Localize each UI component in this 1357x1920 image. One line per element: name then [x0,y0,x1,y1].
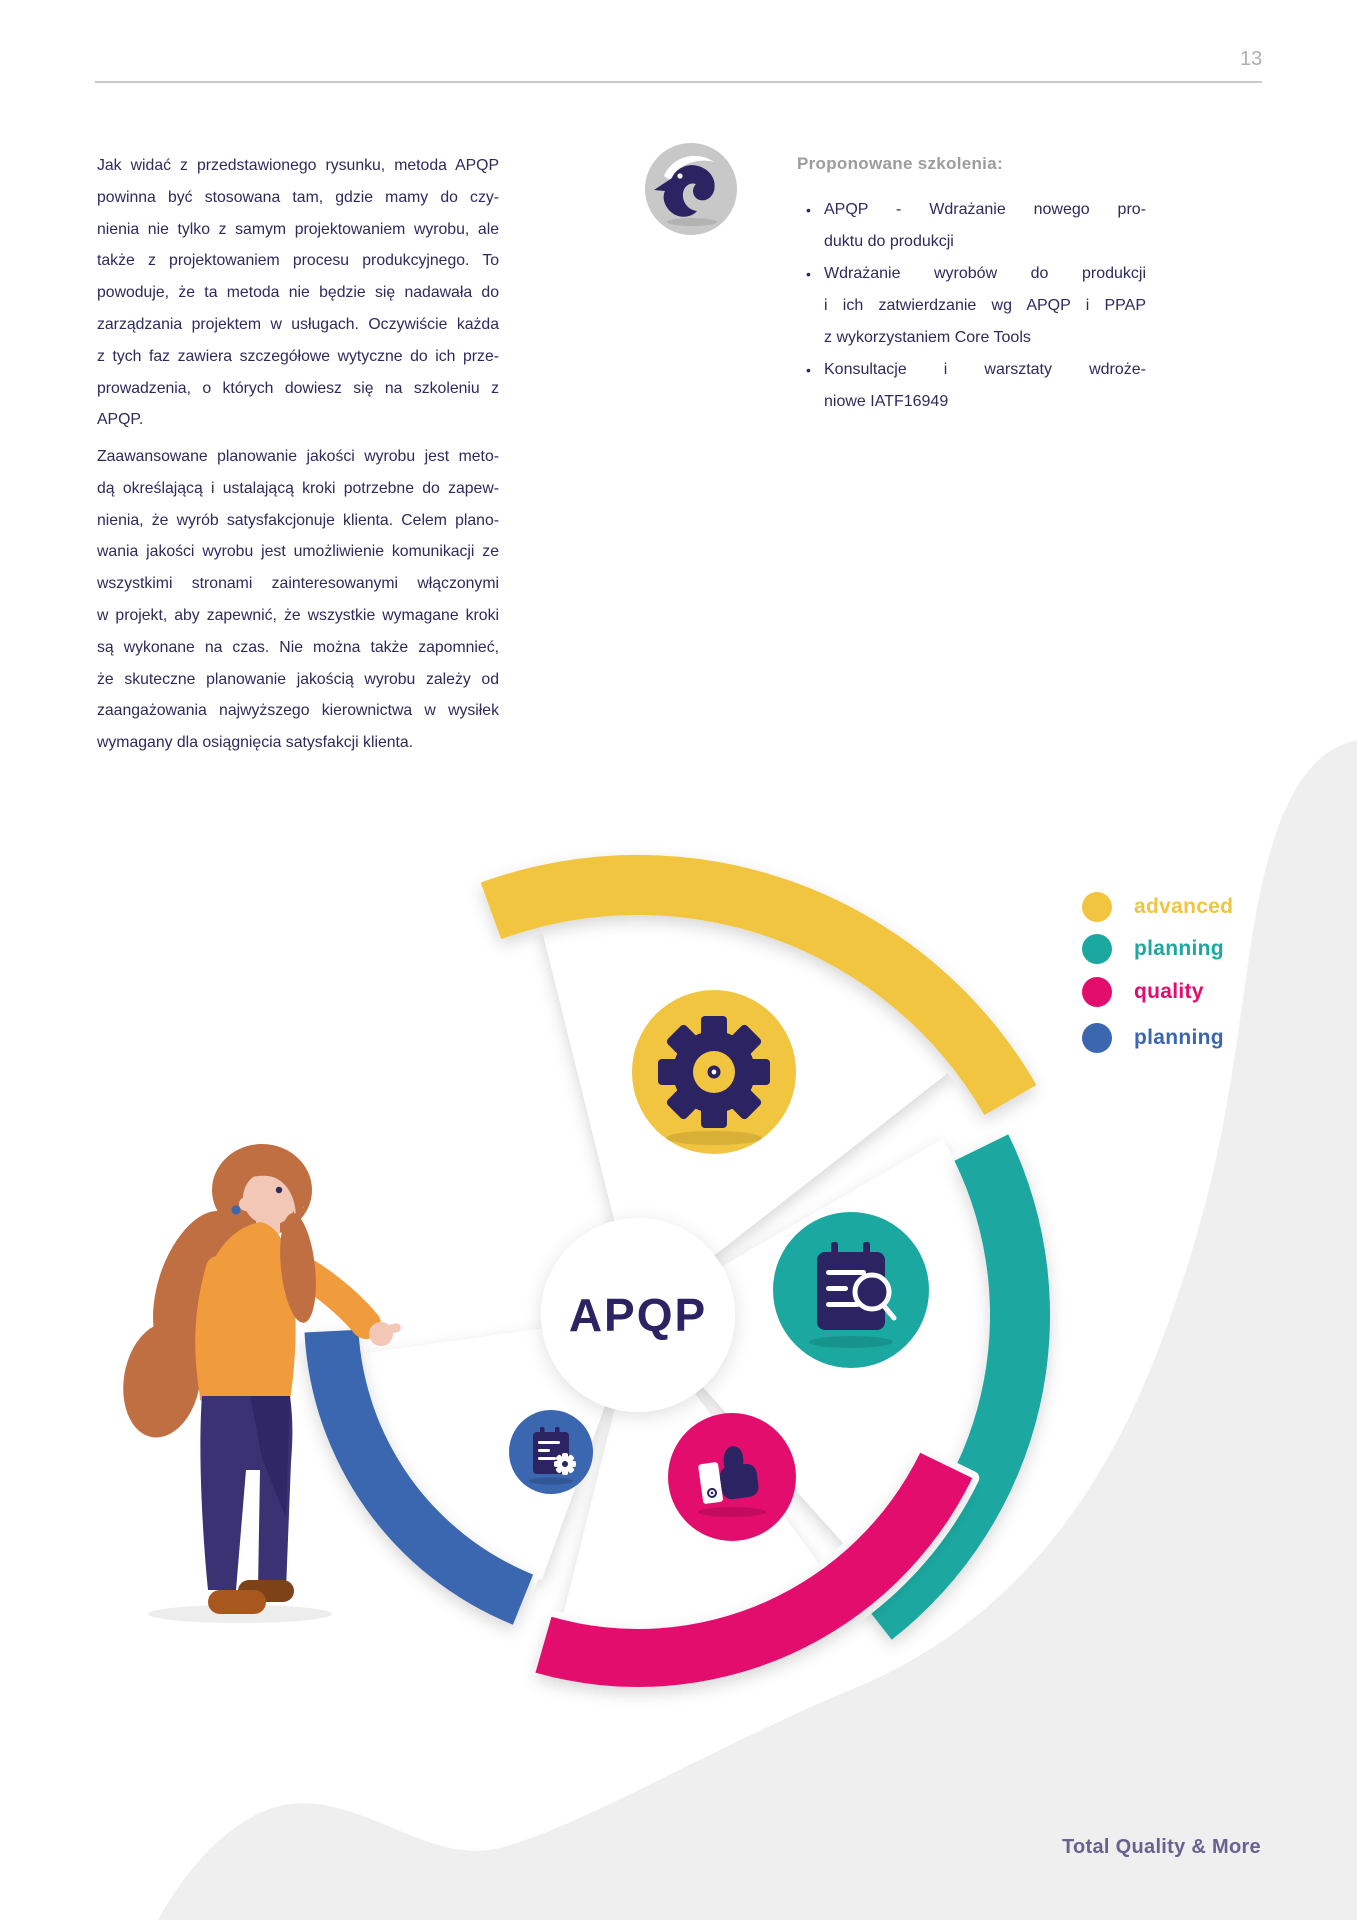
bullet-icon: • [806,202,811,218]
list-item: • Wdrażanie wyrobów do produkcji i ich za… [806,258,1146,354]
planning-arc-teal [847,1127,1057,1647]
woman-illustration [123,1144,401,1623]
paragraph-2: Zaawansowane planowanie jakości wyrobu j… [97,448,499,752]
legend-label: planning [1134,937,1224,960]
eye [275,1186,283,1194]
teal-dot-icon [1082,934,1112,964]
list-item: • Konsultacje i warsztaty wdroże-niowe I… [806,354,1146,418]
bird-logo [645,143,737,235]
training-item-text: Wdrażanie wyrobów do produkcji i ich zatw… [824,265,1146,346]
pink-dot-icon [1082,977,1112,1007]
planning-arc-blue [297,1322,541,1632]
training-item-text: Konsultacje i warsztaty wdroże-niowe IAT… [824,361,1146,410]
legend-label: planning [1134,1026,1224,1049]
quality-arc [528,1445,980,1694]
bullet-icon: • [806,362,811,378]
trainings-heading: Proponowane szkolenia: [797,154,1003,173]
wheel-center: APQP [541,1218,735,1412]
footer-brand: Total Quality & More [1062,1836,1261,1858]
earring [231,1205,241,1215]
legend-item-advanced: advanced [1082,892,1233,922]
legend-label: advanced [1134,895,1234,918]
legend-label: quality [1134,980,1204,1003]
header-rule [95,81,1262,83]
advanced-arc [473,847,1044,1122]
yellow-dot-icon [1082,892,1112,922]
segment-advanced [632,990,796,1154]
trainings-list: • APQP - Wdrażanie nowego pro-duktu do p… [806,194,1146,418]
segment-planning-blue [509,1410,593,1494]
clipboard-gear-icon [533,1427,576,1475]
training-item-text: APQP - Wdrażanie nowego pro-duktu do pro… [824,201,1146,250]
legend-item-planning-teal: planning [1082,934,1224,964]
segment-quality [668,1413,796,1541]
legend-item-quality: quality [1082,977,1204,1007]
blue-dot-icon [1082,1023,1112,1053]
apqp-wheel-diagram: APQP [297,847,1057,1694]
bullet-icon: • [806,266,811,282]
clipboard-search-icon [817,1242,897,1330]
page-number: 13 [1240,48,1263,70]
wheel-center-label: APQP [569,1289,707,1341]
paragraph-1: Jak widać z przedstawionego rysunku, met… [97,157,499,429]
gear-icon [658,1016,770,1128]
thumbs-up-icon [698,1446,759,1504]
list-item: • APQP - Wdrażanie nowego pro-duktu do p… [806,194,1146,258]
legend-item-planning-blue: planning [1082,1023,1224,1053]
segment-planning-teal [773,1212,929,1368]
